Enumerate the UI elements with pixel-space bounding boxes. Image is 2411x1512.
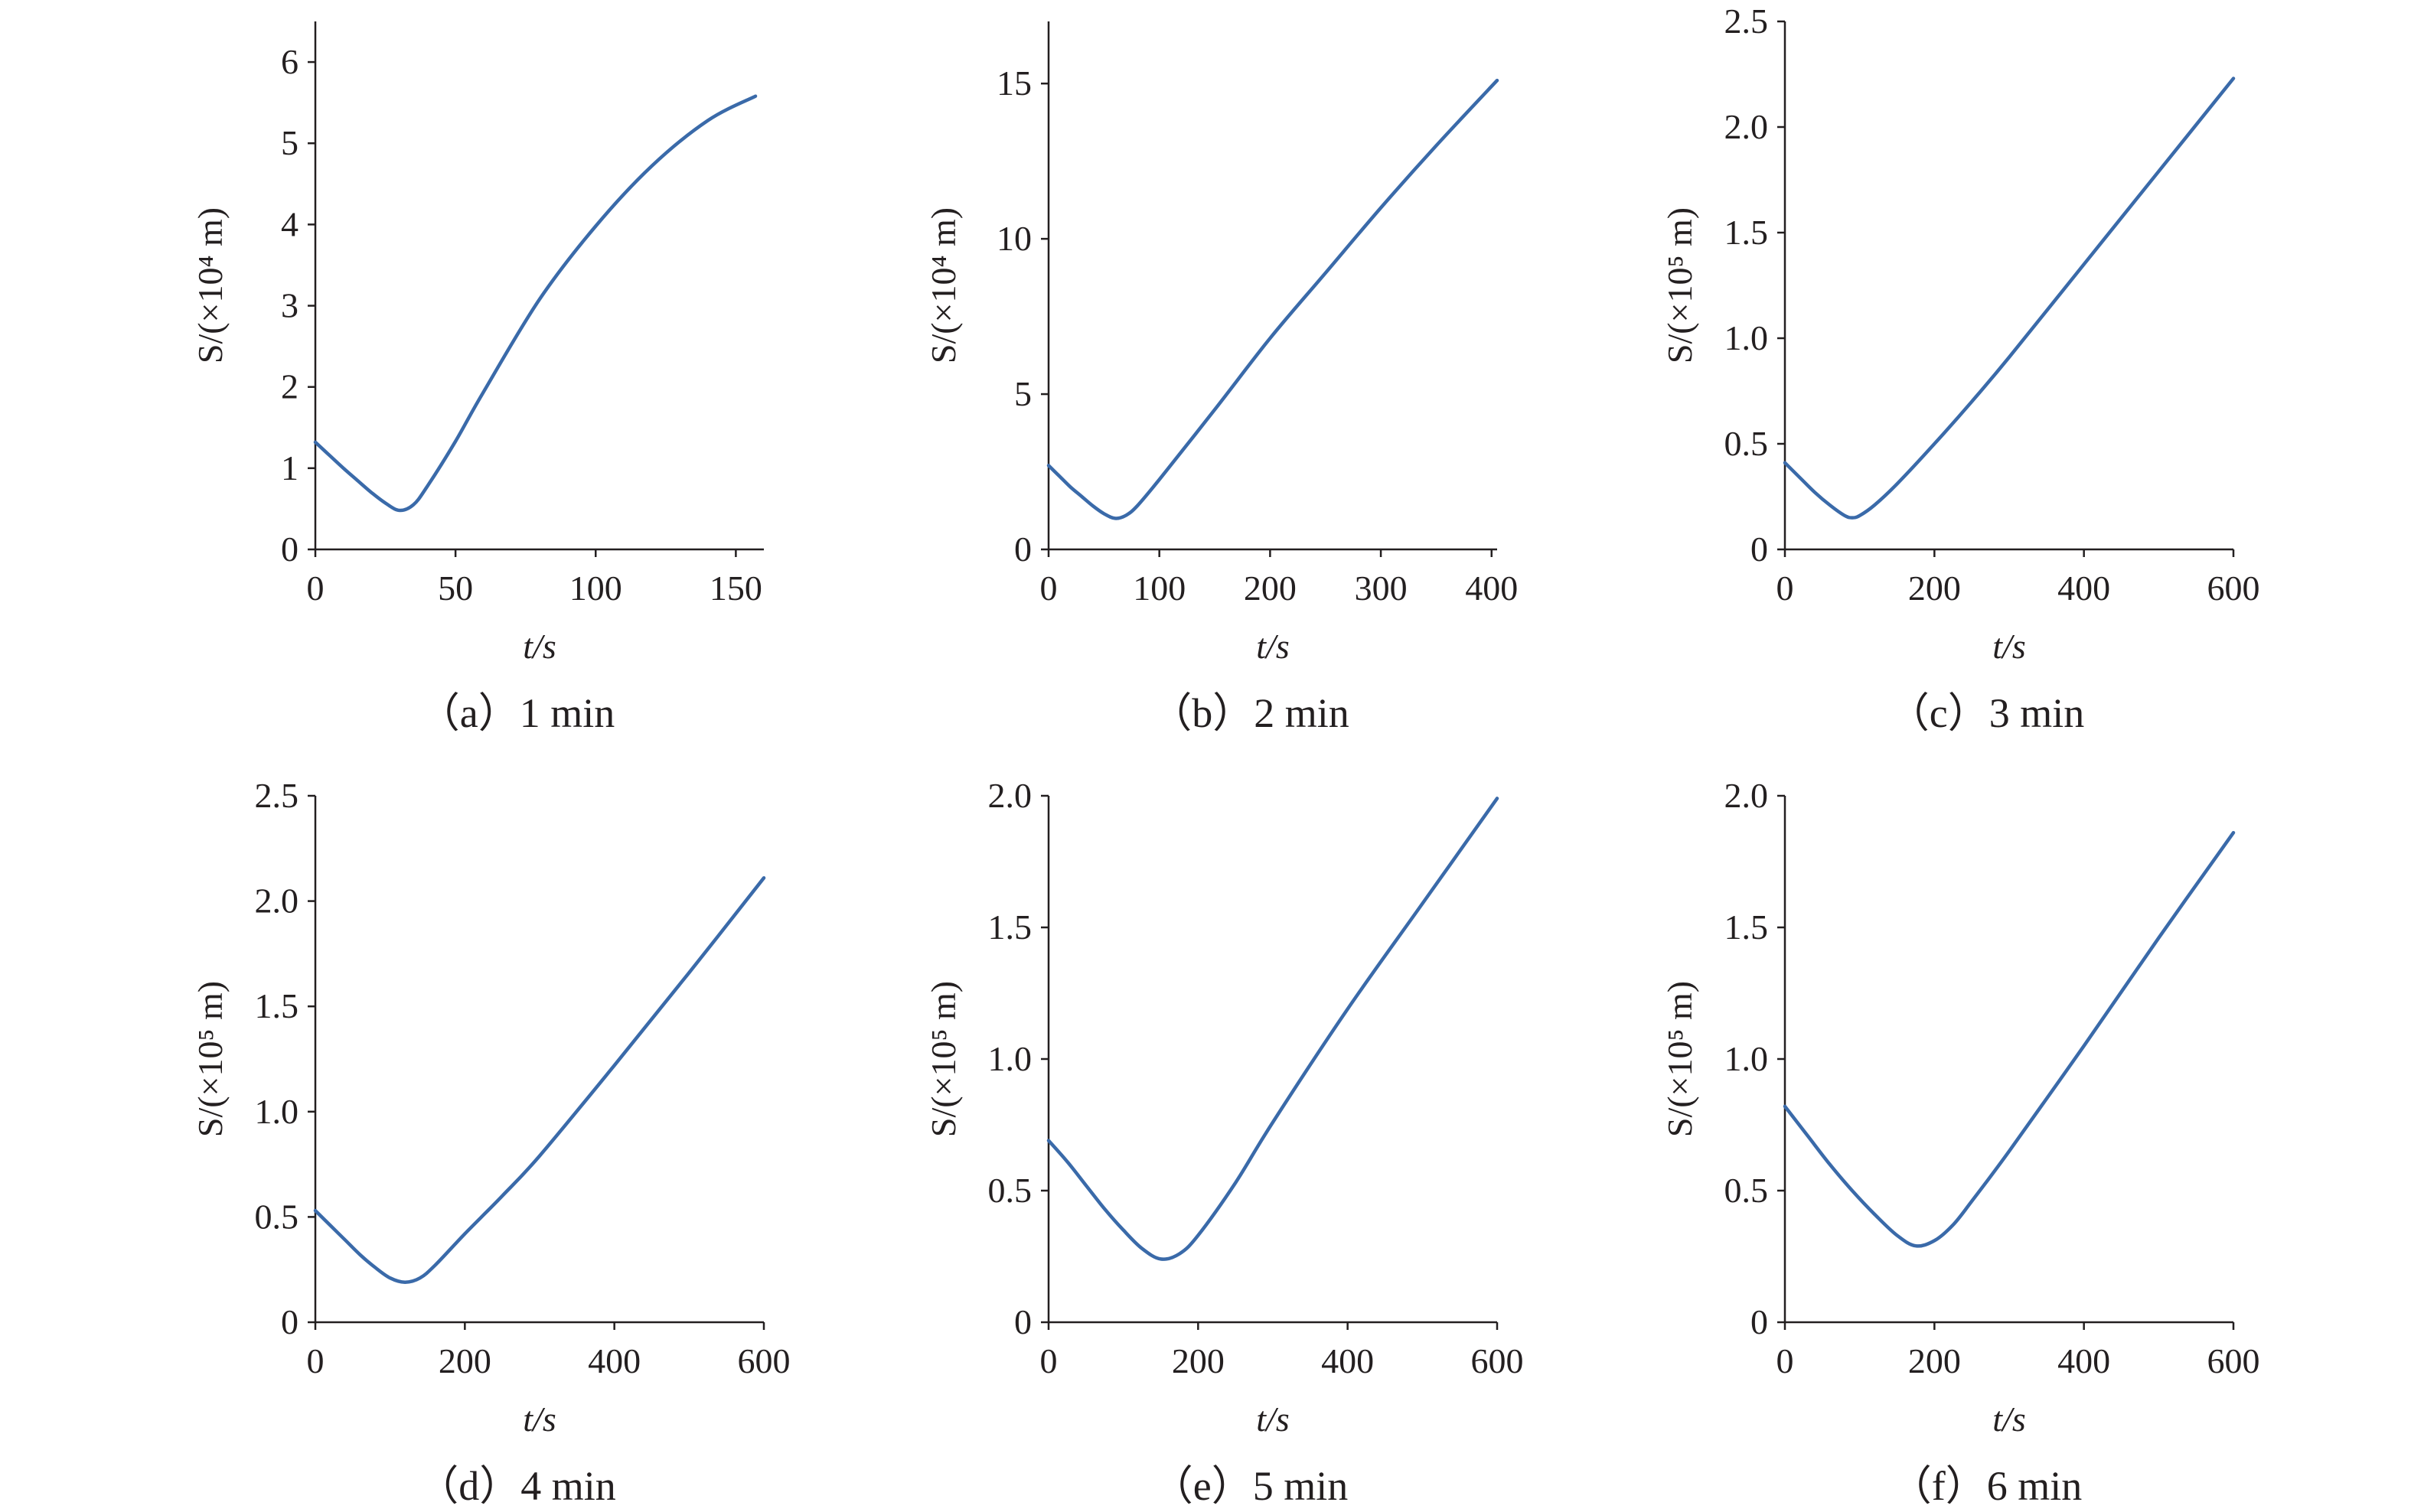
x-tick-label: 0: [1776, 569, 1794, 608]
x-tick-label: 0: [1776, 1341, 1794, 1380]
y-tick-label: 10: [997, 219, 1032, 258]
y-tick-label: 1.0: [1724, 1039, 1769, 1078]
series-line-1: [1783, 830, 2236, 1248]
y-axis-title: S/(×10⁵ m): [1660, 981, 1699, 1137]
y-tick-label: 0.5: [1724, 424, 1769, 463]
x-tick-label: 400: [588, 1341, 641, 1380]
chart-panel-2: 0 5 10 15 0 100 200 300 400 t/s S/(×10⁴ m) （b）2 min: [924, 21, 1518, 736]
y-tick-label: 4: [281, 204, 299, 243]
x-tick-label: 200: [1908, 1341, 1961, 1380]
x-tick-label: 600: [738, 1341, 791, 1380]
x-tick-label: 400: [1321, 1341, 1374, 1380]
y-tick-label: 0: [281, 1302, 299, 1341]
y-tick-label: 5: [281, 123, 299, 162]
y-tick-label: 0: [1750, 530, 1768, 569]
series-line-1: [313, 876, 766, 1284]
y-tick-label: 2.0: [255, 881, 299, 921]
y-axis-title: S/(×10⁵ m): [924, 981, 963, 1137]
x-axis-title: t/s: [1256, 627, 1289, 666]
x-tick-label: 400: [1465, 569, 1518, 608]
x-tick-label: 200: [1172, 1341, 1225, 1380]
panel-caption: （d）4 min: [417, 1463, 616, 1509]
y-tick-label: 2.0: [1724, 776, 1769, 815]
y-tick-label: 1.5: [1724, 213, 1769, 252]
y-tick-label: 2.0: [1724, 107, 1769, 146]
x-tick-label: 0: [1040, 1341, 1058, 1380]
x-axis-title: t/s: [1992, 1400, 2025, 1439]
y-tick-label: 3: [281, 286, 299, 325]
y-tick-label: 1: [281, 448, 299, 487]
chart-panel-1: 0 1 2 3 4 5 6 0 50 100 150 t/s S/(×10⁴ m) （a）1 min: [191, 21, 764, 736]
x-tick-label: 400: [2057, 1341, 2110, 1380]
chart-panel-6: 0 0.5 1.0 1.5 2.0 0 200 400 600 t/s S/(×10⁵ m) （f）6…: [1660, 776, 2260, 1509]
y-tick-label: 0.5: [988, 1171, 1033, 1210]
y-tick-label: 0: [281, 530, 299, 569]
y-tick-label: 1.0: [1724, 318, 1769, 357]
y-tick-label: 1.0: [255, 1092, 299, 1131]
x-tick-label: 0: [307, 1341, 325, 1380]
y-tick-label: 2.5: [255, 776, 299, 815]
y-tick-label: 1.5: [988, 908, 1033, 947]
x-tick-label: 200: [1908, 569, 1961, 608]
chart-panel-4: 0 0.5 1.0 1.5 2.0 2.5 0 200 400 600 t/s S/(×10⁵ m) （…: [191, 776, 791, 1509]
y-tick-label: 0.5: [255, 1197, 299, 1236]
x-tick-label: 300: [1355, 569, 1408, 608]
y-tick-label: 0: [1750, 1302, 1768, 1341]
y-tick-label: 0: [1014, 530, 1032, 569]
x-tick-label: 400: [2057, 569, 2110, 608]
panel-caption: （e）5 min: [1152, 1463, 1348, 1509]
x-tick-label: 50: [438, 569, 473, 608]
x-tick-label: 100: [569, 569, 622, 608]
x-axis-title: t/s: [1256, 1400, 1289, 1439]
x-tick-label: 600: [2207, 1341, 2260, 1380]
y-axis-title: S/(×10⁵ m): [191, 981, 230, 1137]
y-tick-label: 6: [281, 42, 299, 81]
x-tick-label: 200: [1244, 569, 1297, 608]
y-axis-title: S/(×10⁵ m): [1660, 207, 1699, 363]
x-tick-label: 0: [1040, 569, 1058, 608]
series-line-1: [1046, 797, 1499, 1261]
y-tick-label: 0.5: [1724, 1171, 1769, 1210]
series-line-1: [313, 94, 758, 513]
x-tick-label: 150: [710, 569, 762, 608]
y-axis-title: S/(×10⁴ m): [191, 207, 230, 363]
x-axis-title: t/s: [1992, 627, 2025, 666]
panel-caption: （b）2 min: [1150, 690, 1349, 736]
x-axis-title: t/s: [523, 1400, 556, 1439]
y-tick-label: 15: [997, 64, 1032, 103]
y-tick-label: 2.5: [1724, 2, 1769, 41]
series-line-1: [1783, 77, 2236, 520]
panel-caption: （f）6 min: [1891, 1463, 2083, 1509]
y-tick-label: 5: [1014, 374, 1032, 413]
x-tick-label: 200: [439, 1341, 491, 1380]
y-tick-label: 1.0: [988, 1039, 1033, 1078]
series-line-1: [1046, 78, 1499, 520]
chart-panel-5: 0 0.5 1.0 1.5 2.0 0 200 400 600 t/s S/(×10⁵ m) （e）5…: [924, 776, 1524, 1509]
y-tick-label: 2.0: [988, 776, 1033, 815]
y-axis-title: S/(×10⁴ m): [924, 207, 963, 363]
chart-panel-3: 0 0.5 1.0 1.5 2.0 2.5 0 200 400 600 t/s S/(×10⁵ m) （…: [1660, 2, 2260, 736]
y-tick-label: 2: [281, 367, 299, 406]
y-tick-label: 1.5: [255, 986, 299, 1025]
panel-caption: （c）3 min: [1888, 690, 2084, 736]
x-tick-label: 0: [307, 569, 325, 608]
x-tick-label: 100: [1133, 569, 1186, 608]
y-tick-label: 1.5: [1724, 908, 1769, 947]
panel-caption: （a）1 min: [419, 690, 615, 736]
x-axis-title: t/s: [523, 627, 556, 666]
y-tick-label: 0: [1014, 1302, 1032, 1341]
x-tick-label: 600: [1471, 1341, 1524, 1380]
x-tick-label: 600: [2207, 569, 2260, 608]
